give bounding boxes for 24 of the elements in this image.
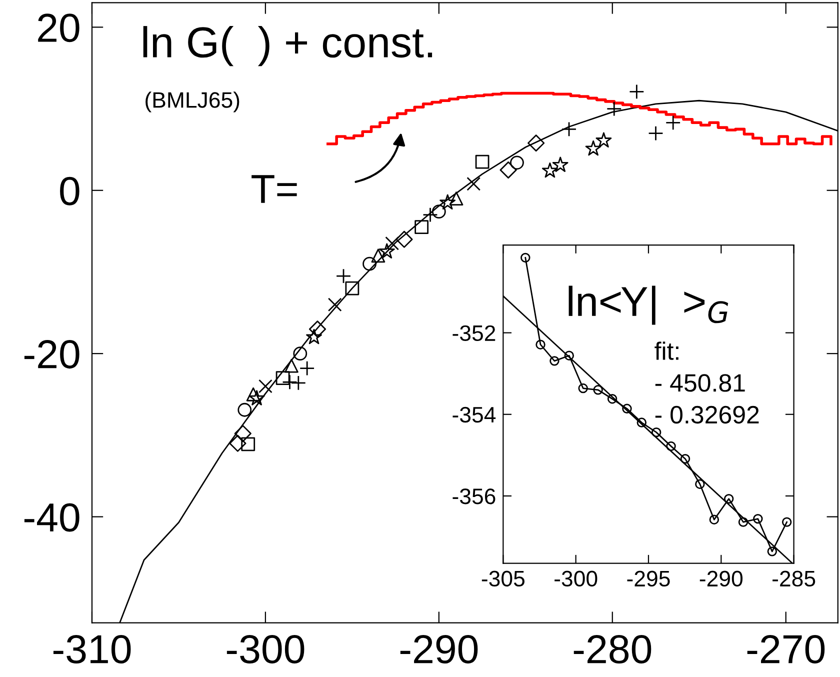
annotation: - 0.32692 [655,406,759,424]
annotation: T= [252,175,297,203]
annotation: (BMLJ65) [146,92,240,112]
y-tick-label: -20 [24,340,80,369]
annotation: ln G( ) + const. [143,26,432,66]
annotation: ln<Y| >$_{G}$ [568,286,728,325]
annotation: fit: [654,342,678,360]
x-tick-label: -295 [627,570,670,587]
x-tick-label: -280 [574,635,652,664]
x-tick-label: -310 [53,635,131,664]
x-tick-label: -290 [700,570,743,587]
y-tick-label: -352 [452,325,496,342]
x-tick-label: -305 [482,570,524,587]
x-tick-label: -300 [226,635,304,664]
y-tick-label: 20 [38,14,80,42]
x-tick-label: -300 [554,570,598,587]
x-tick-label: -290 [400,635,478,664]
x-tick-label: -285 [772,570,816,587]
x-tick-label: -270 [747,635,825,664]
y-tick-label: -354 [452,406,496,423]
annotation: - 450.81 [655,374,745,392]
y-tick-label: 0 [60,176,80,206]
y-tick-label: -40 [24,503,80,532]
y-tick-label: -356 [452,488,496,504]
